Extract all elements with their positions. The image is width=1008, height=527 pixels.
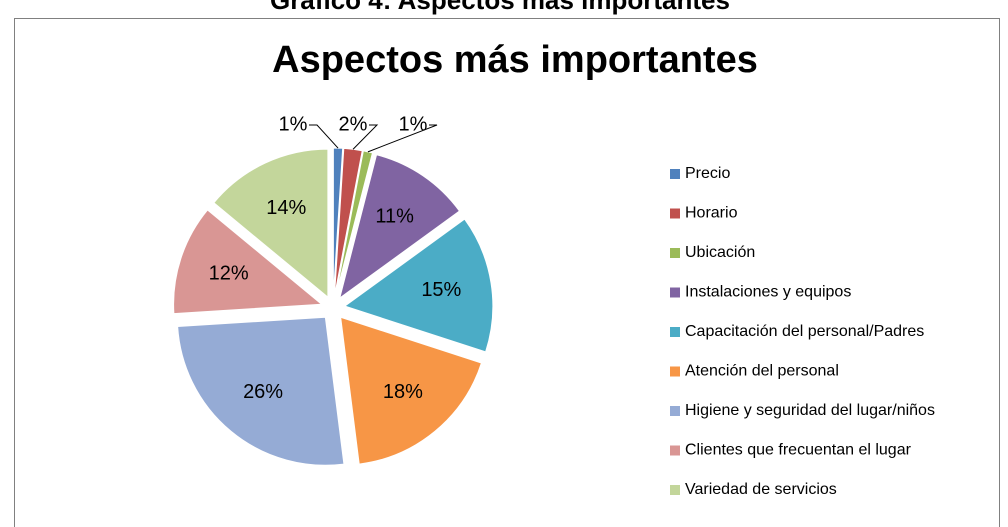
legend-label: Instalaciones y equipos xyxy=(685,284,851,301)
legend-swatch xyxy=(670,327,680,337)
pie-slice xyxy=(340,316,483,465)
legend-label: Clientes que frecuentan el lugar xyxy=(685,442,912,459)
pie-slice xyxy=(332,147,344,297)
data-label: 14% xyxy=(266,197,306,219)
pie-slice xyxy=(213,148,329,299)
chart-title: Aspectos más importantes xyxy=(272,39,758,81)
legend-label: Atención del personal xyxy=(685,363,839,380)
legend-swatch xyxy=(670,208,680,219)
data-label: 18% xyxy=(383,381,423,403)
legend-swatch xyxy=(670,445,680,456)
data-label: 12% xyxy=(209,262,249,284)
leader-line xyxy=(367,124,438,153)
chart-caption: Gráfico 4: Aspectos más importantes xyxy=(270,0,730,15)
legend-label: Capacitación del personal/Padres xyxy=(685,323,924,340)
data-label: 2% xyxy=(339,113,368,135)
pie-slice xyxy=(177,316,345,466)
legend-swatch xyxy=(670,366,680,377)
legend-label: Higiene y seguridad del lugar/niños xyxy=(685,402,935,419)
legend-swatch xyxy=(670,406,680,416)
legend-label: Precio xyxy=(685,165,730,182)
pie-slice xyxy=(334,147,363,297)
leader-line xyxy=(352,124,379,150)
data-label: 26% xyxy=(243,381,283,403)
pie-slice xyxy=(343,218,494,353)
legend-swatch xyxy=(670,169,680,179)
legend-swatch xyxy=(670,248,680,258)
legend-swatch xyxy=(670,485,680,495)
pie-slice xyxy=(173,209,323,315)
pie-slice xyxy=(338,154,461,300)
data-label: 15% xyxy=(421,279,461,301)
legend-swatch xyxy=(670,287,680,298)
legend-label: Horario xyxy=(685,205,738,222)
leader-line xyxy=(309,124,339,149)
legend-label: Ubicación xyxy=(685,244,755,261)
legend-label: Variedad de servicios xyxy=(685,481,837,498)
data-label: 1% xyxy=(279,113,308,135)
data-label: 11% xyxy=(375,206,414,228)
data-label: 1% xyxy=(399,113,428,135)
